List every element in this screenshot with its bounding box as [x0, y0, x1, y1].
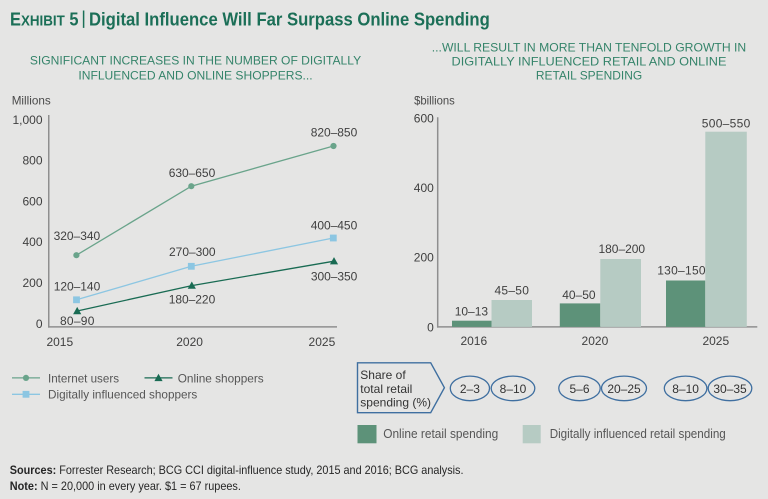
svg-text:Sources: Forrester Research; B: Sources: Forrester Research; BCG CCI dig… [10, 463, 464, 477]
svg-text:2020: 2020 [582, 334, 609, 348]
svg-text:400–450: 400–450 [311, 219, 358, 233]
svg-text:Share of: Share of [360, 368, 406, 382]
svg-text:40–50: 40–50 [562, 288, 596, 302]
svg-text:8–10: 8–10 [500, 382, 527, 396]
svg-text:400: 400 [22, 235, 42, 249]
svg-text:Millions: Millions [12, 93, 51, 107]
svg-text:1,000: 1,000 [12, 113, 42, 127]
svg-text:8–10: 8–10 [672, 382, 699, 396]
svg-text:320–340: 320–340 [54, 229, 101, 243]
svg-text:...WILL RESULT IN MORE THAN TE: ...WILL RESULT IN MORE THAN TENFOLD GROW… [432, 41, 746, 55]
svg-text:0: 0 [427, 320, 434, 334]
svg-text:600: 600 [22, 194, 42, 208]
svg-text:200: 200 [414, 251, 434, 265]
svg-text:400: 400 [414, 181, 434, 195]
svg-text:Internet users: Internet users [48, 371, 119, 385]
svg-text:2025: 2025 [702, 334, 729, 348]
svg-text:2015: 2015 [46, 335, 73, 349]
svg-text:270–300: 270–300 [169, 245, 216, 259]
svg-text:200: 200 [22, 276, 42, 290]
svg-text:30–35: 30–35 [713, 382, 747, 396]
svg-text:80–90: 80–90 [60, 314, 95, 328]
svg-text:RETAIL SPENDING: RETAIL SPENDING [536, 68, 642, 82]
svg-text:total retail: total retail [360, 382, 412, 396]
svg-text:2–3: 2–3 [460, 382, 480, 396]
svg-text:Online retail spending: Online retail spending [383, 427, 498, 441]
svg-text:Digital Influence Will Far Sur: Digital Influence Will Far Surpass Onlin… [89, 9, 490, 30]
svg-text:180–220: 180–220 [169, 292, 216, 306]
svg-text:800: 800 [22, 154, 42, 168]
svg-text:45–50: 45–50 [495, 284, 530, 298]
svg-text:20–25: 20–25 [607, 382, 641, 396]
svg-text:DIGITALLY INFLUENCED RETAIL AN: DIGITALLY INFLUENCED RETAIL AND ONLINE [452, 55, 727, 69]
svg-text:INFLUENCED AND ONLINE SHOPPERS: INFLUENCED AND ONLINE SHOPPERS... [78, 68, 312, 82]
svg-text:2016: 2016 [460, 334, 487, 348]
svg-text:820–850: 820–850 [311, 126, 358, 140]
svg-text:Online shoppers: Online shoppers [178, 371, 264, 385]
svg-text:Digitally influenced retail sp: Digitally influenced retail spending [550, 427, 726, 441]
svg-text:600: 600 [414, 111, 434, 125]
svg-text:130–150: 130–150 [657, 264, 706, 278]
svg-text:2025: 2025 [309, 335, 336, 349]
svg-text:Digitally influenced shoppers: Digitally influenced shoppers [48, 388, 197, 402]
svg-text:120–140: 120–140 [54, 279, 101, 293]
svg-text:300–350: 300–350 [311, 270, 358, 284]
svg-text:0: 0 [36, 317, 43, 331]
svg-text:5–6: 5–6 [569, 382, 589, 396]
svg-text:$billions: $billions [414, 93, 455, 107]
svg-text:spending (%): spending (%) [360, 396, 431, 410]
svg-text:EXHIBIT 5: EXHIBIT 5 [10, 9, 79, 30]
svg-text:500–550: 500–550 [702, 117, 751, 131]
svg-text:10–13: 10–13 [455, 304, 489, 318]
svg-text:2020: 2020 [176, 335, 203, 349]
svg-text:SIGNIFICANT INCREASES IN THE N: SIGNIFICANT INCREASES IN THE NUMBER OF D… [30, 54, 361, 68]
svg-text:630–650: 630–650 [169, 166, 216, 180]
svg-text:180–200: 180–200 [599, 242, 646, 256]
svg-text:Note: N = 20,000 in every year: Note: N = 20,000 in every year. $1 = 67 … [10, 479, 241, 493]
